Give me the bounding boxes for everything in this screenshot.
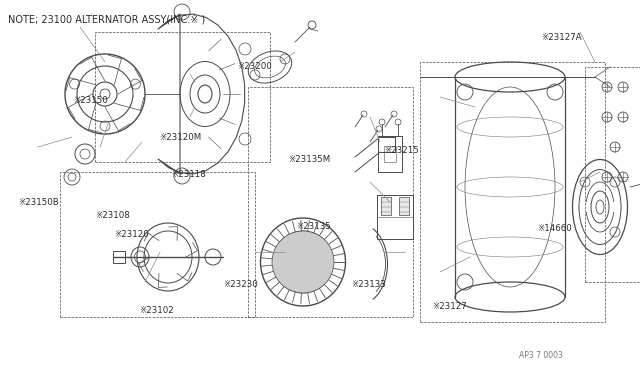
- Text: ※23135: ※23135: [296, 222, 330, 231]
- Text: AP3 7 0003: AP3 7 0003: [519, 351, 563, 360]
- Text: ※23118: ※23118: [172, 170, 206, 179]
- Text: ※23133: ※23133: [351, 280, 385, 289]
- Circle shape: [272, 231, 334, 293]
- Bar: [585, 67, 640, 282]
- Bar: [381, 197, 391, 215]
- Bar: [384, 146, 396, 162]
- Text: ※23127: ※23127: [432, 302, 467, 311]
- Text: ※23120M: ※23120M: [159, 133, 201, 142]
- Text: ※23102: ※23102: [140, 306, 174, 315]
- Text: ※23135M: ※23135M: [288, 155, 330, 164]
- Text: ※23150B: ※23150B: [18, 198, 59, 207]
- Text: ※23108: ※23108: [95, 211, 129, 220]
- Text: ※23120: ※23120: [114, 230, 148, 239]
- Text: ※23215: ※23215: [384, 146, 419, 155]
- Bar: [113, 251, 125, 263]
- Bar: [95, 32, 270, 162]
- Bar: [248, 87, 413, 317]
- Text: ※23200: ※23200: [237, 62, 271, 71]
- Text: ※23150: ※23150: [74, 96, 108, 105]
- Bar: [377, 195, 413, 239]
- Text: ※14660: ※14660: [538, 224, 572, 233]
- Bar: [378, 136, 402, 172]
- Text: ※23230: ※23230: [223, 280, 257, 289]
- Text: ※23127A: ※23127A: [541, 33, 581, 42]
- Text: NOTE; 23100 ALTERNATOR ASSY(INC.※ ): NOTE; 23100 ALTERNATOR ASSY(INC.※ ): [8, 14, 205, 24]
- Bar: [60, 172, 255, 317]
- Bar: [399, 197, 409, 215]
- Bar: [420, 62, 605, 322]
